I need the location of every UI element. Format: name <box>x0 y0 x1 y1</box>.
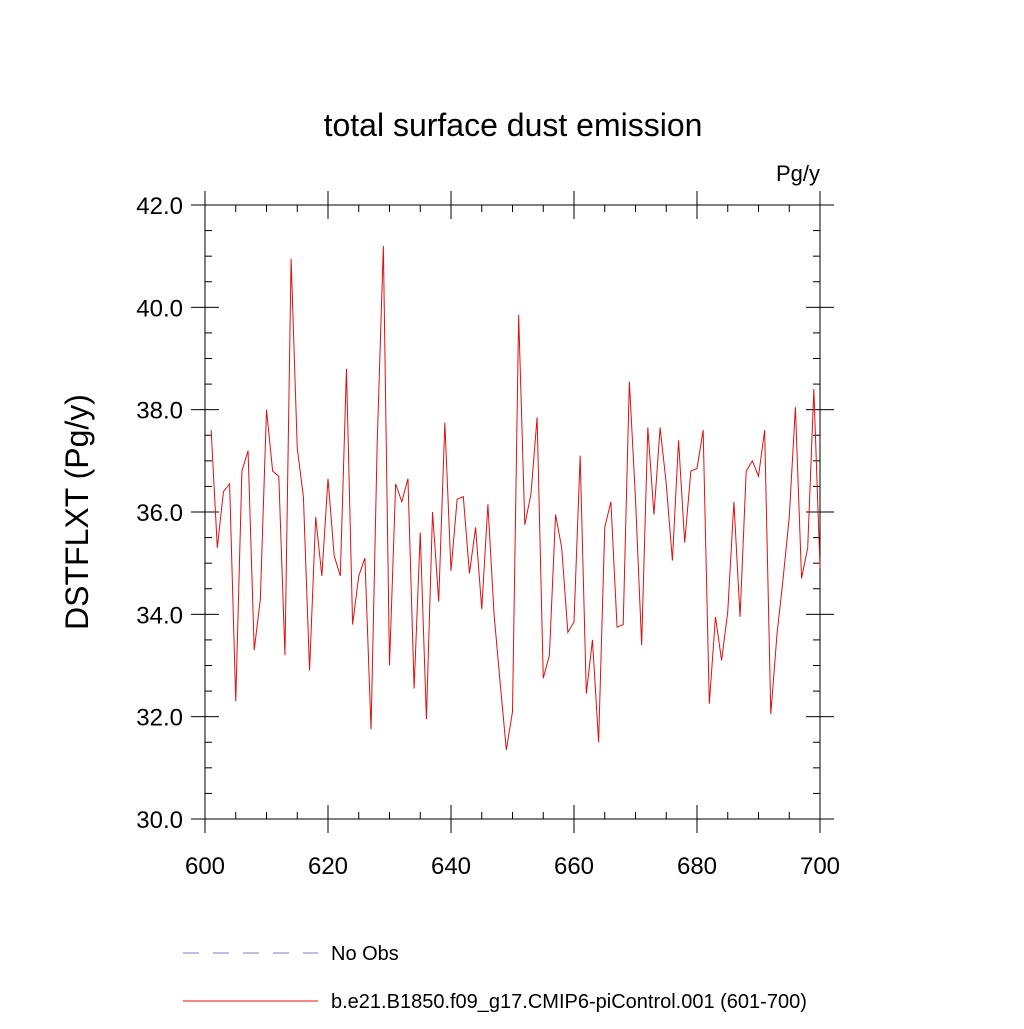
x-tick-label: 680 <box>677 853 717 880</box>
legend-label-model: b.e21.B1850.f09_g17.CMIP6-piControl.001 … <box>331 991 807 1013</box>
x-tick-label: 600 <box>185 853 225 880</box>
axis-ticks <box>191 191 834 833</box>
units-label: Pg/y <box>776 161 820 186</box>
legend: No Obs b.e21.B1850.f09_g17.CMIP6-piContr… <box>183 943 807 1013</box>
x-tick-label: 620 <box>308 853 348 880</box>
x-tick-label: 700 <box>800 853 840 880</box>
tick-labels: 600 620 640 660 680 700 30.0 32.0 34.0 36.0 38.0 40… <box>136 193 840 880</box>
y-tick-label: 40.0 <box>136 295 183 322</box>
x-tick-label: 660 <box>554 853 594 880</box>
chart-title: total surface dust emission <box>324 107 703 143</box>
series-layer <box>210 245 821 750</box>
y-tick-label: 38.0 <box>136 398 183 425</box>
y-tick-label: 30.0 <box>136 807 183 834</box>
x-tick-label: 640 <box>431 853 471 880</box>
series-line <box>210 245 821 750</box>
plot-frame <box>204 204 821 820</box>
y-tick-label: 42.0 <box>136 193 183 220</box>
legend-label-no-obs: No Obs <box>331 943 399 965</box>
y-tick-label: 32.0 <box>136 705 183 732</box>
y-axis-label: DSTFLXT (Pg/y) <box>59 394 95 630</box>
y-tick-label: 36.0 <box>136 500 183 527</box>
y-tick-label: 34.0 <box>136 602 183 629</box>
